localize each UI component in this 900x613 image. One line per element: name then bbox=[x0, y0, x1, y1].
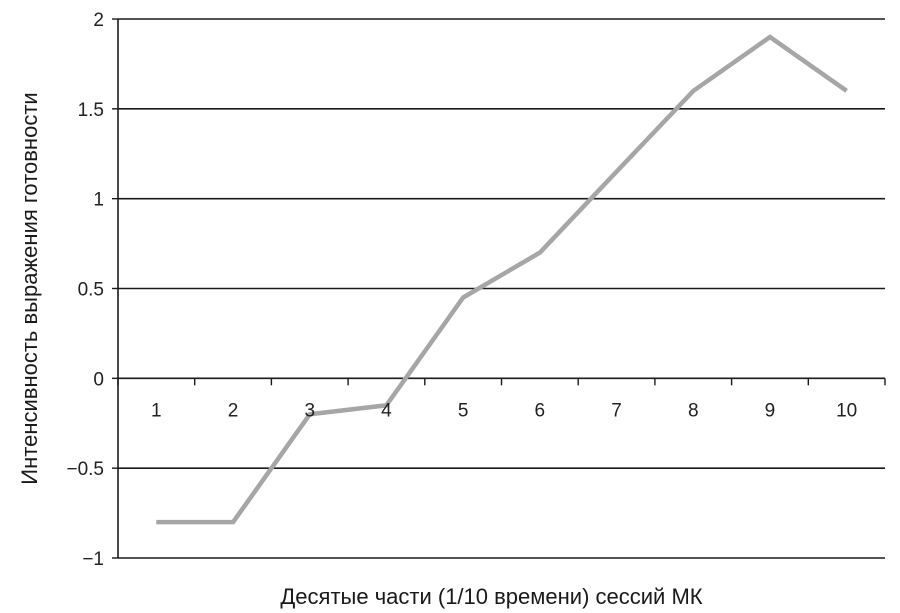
y-tick-label-1: 1.5 bbox=[78, 100, 104, 121]
axes bbox=[112, 18, 886, 559]
tick-labels: 2 1.5 1 0.5 0 −0.5 −1 1 2 3 4 5 6 7 8 9 10 bbox=[66, 10, 857, 570]
x-tick-label-5: 6 bbox=[535, 400, 546, 421]
x-tick-label-1: 2 bbox=[228, 400, 239, 421]
series-layer bbox=[156, 34, 848, 525]
x-tick-label-6: 7 bbox=[611, 400, 622, 421]
x-tick-label-2: 3 bbox=[304, 400, 315, 421]
y-tick-label-5: −0.5 bbox=[66, 459, 104, 480]
x-tick-label-7: 8 bbox=[688, 400, 699, 421]
x-tick-label-4: 5 bbox=[458, 400, 469, 421]
x-tick-label-3: 4 bbox=[381, 400, 392, 421]
y-tick-label-0: 2 bbox=[93, 10, 104, 31]
series-line-0 bbox=[156, 34, 848, 525]
x-tick-label-8: 9 bbox=[765, 400, 776, 421]
x-axis-title: Десятые части (1/10 времени) сессий МК bbox=[280, 584, 702, 609]
y-tick-label-4: 0 bbox=[93, 369, 104, 390]
y-axis-title: Интенсивность выражения готовности bbox=[17, 92, 42, 484]
x-tick-label-0: 1 bbox=[151, 400, 162, 421]
y-tick-label-3: 0.5 bbox=[78, 280, 104, 301]
y-tick-label-6: −1 bbox=[82, 549, 104, 570]
grid-lines bbox=[118, 18, 885, 559]
y-tick-label-2: 1 bbox=[93, 190, 104, 211]
x-tick-label-9: 10 bbox=[836, 400, 857, 421]
